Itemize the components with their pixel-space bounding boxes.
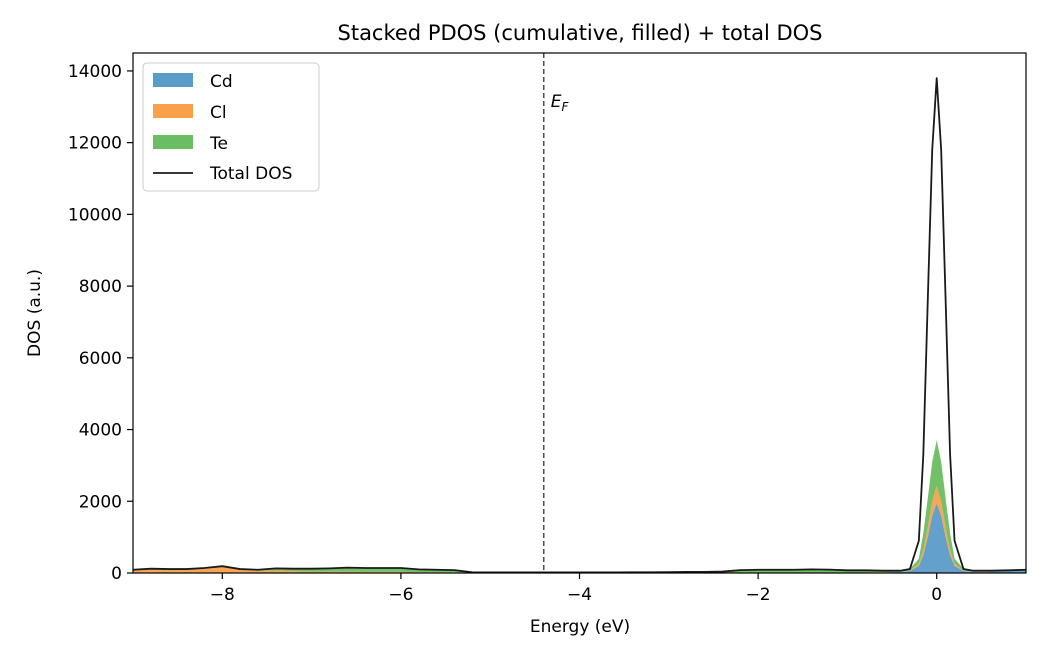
total-dos-line bbox=[133, 77, 1026, 573]
legend-swatch-cd bbox=[153, 73, 193, 87]
y-tick-label: 4000 bbox=[79, 421, 122, 441]
area-cd bbox=[133, 503, 1026, 573]
y-axis-label: DOS (a.u.) bbox=[25, 269, 45, 357]
legend-swatch-cl bbox=[153, 104, 193, 118]
x-tick-label: −6 bbox=[388, 585, 413, 605]
legend-label-te: Te bbox=[209, 134, 228, 154]
y-axis: 0 2000 4000 6000 8000 10000 12000 14000 bbox=[68, 62, 133, 584]
x-axis: −8 −6 −4 −2 0 bbox=[210, 573, 942, 605]
y-tick-label: 0 bbox=[111, 564, 122, 584]
x-axis-label: Energy (eV) bbox=[530, 617, 630, 637]
chart-title: Stacked PDOS (cumulative, filled) + tota… bbox=[338, 21, 823, 45]
y-tick-label: 12000 bbox=[68, 134, 122, 154]
legend-box bbox=[142, 62, 320, 192]
x-tick-label: −8 bbox=[210, 585, 235, 605]
area-te bbox=[133, 440, 1026, 573]
x-tick-label: −4 bbox=[567, 585, 592, 605]
y-tick-label: 8000 bbox=[79, 277, 122, 297]
stacked-areas bbox=[133, 440, 1026, 573]
legend-label-cd: Cd bbox=[210, 72, 233, 92]
legend-label-total-dos: Total DOS bbox=[209, 164, 292, 184]
legend-label-cl: Cl bbox=[210, 103, 227, 123]
legend: Cd Cl Te Total DOS bbox=[142, 62, 320, 192]
x-tick-label: −2 bbox=[746, 585, 771, 605]
x-tick-label: 0 bbox=[931, 585, 942, 605]
y-tick-label: 6000 bbox=[79, 349, 122, 369]
y-tick-label: 10000 bbox=[68, 205, 122, 225]
legend-swatch-te bbox=[153, 135, 193, 149]
y-tick-label: 2000 bbox=[79, 492, 122, 512]
y-tick-label: 14000 bbox=[68, 62, 122, 82]
fermi-level-label-subscript: F bbox=[562, 100, 570, 114]
area-cl bbox=[133, 485, 1026, 573]
total-dos-group bbox=[133, 77, 1026, 573]
